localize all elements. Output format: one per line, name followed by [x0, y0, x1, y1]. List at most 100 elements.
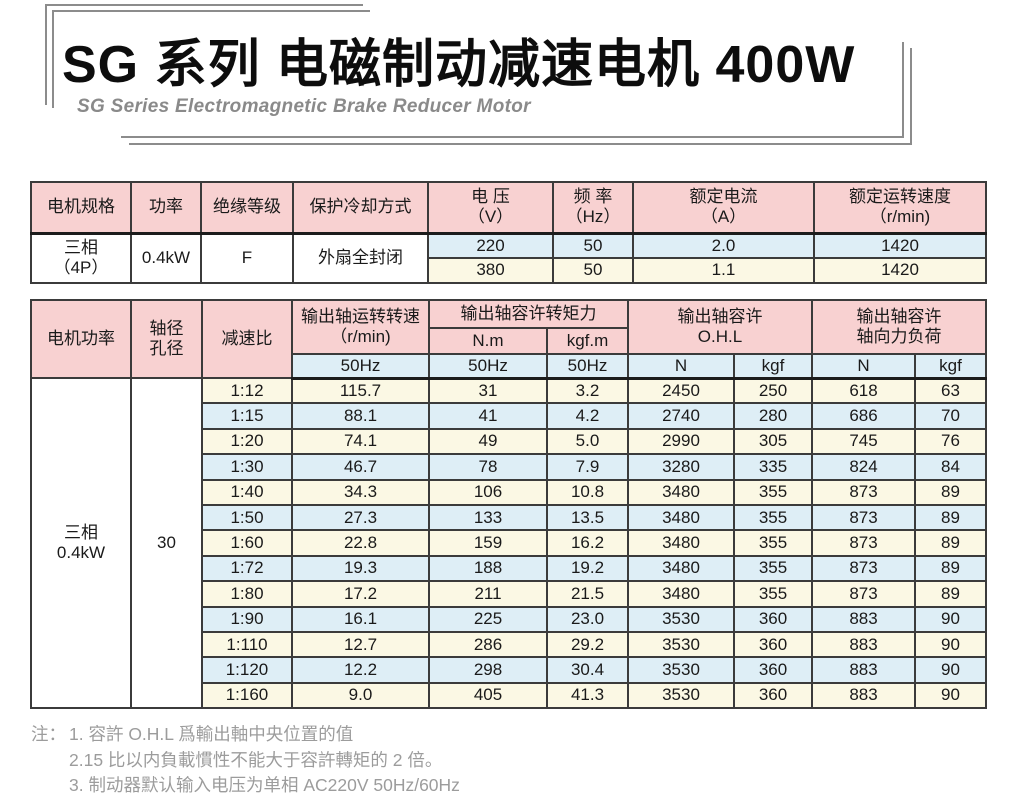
cell-axial-n: 883: [811, 656, 916, 684]
subheader-axial-n: N: [811, 353, 916, 380]
cell-axial-n: 883: [811, 605, 916, 633]
title-frame-line-inner-bottomright: [129, 48, 912, 145]
cell-ratio: 1:90: [201, 605, 293, 633]
cell-ratio: 1:40: [201, 478, 293, 506]
cell-axial-n: 883: [811, 630, 916, 659]
cell-ratio: 1:60: [201, 529, 293, 557]
cell-output-speed: 27.3: [291, 503, 430, 532]
spec-header-row: 电机规格 功率 绝缘等级 保护冷却方式 电 压（V） 频 率（Hz） 额定电流（…: [30, 181, 987, 235]
spec-row-380v: 380 50 1.1 1420: [31, 257, 987, 284]
cell-ohl-n: 2450: [627, 376, 735, 405]
perf-data-row: 1:80 17.2 211 21.5 3480 355 873 89: [31, 580, 987, 608]
subheader-nm-hz: 50Hz: [428, 353, 548, 380]
perf-header-row-2: N.m kgf.m: [31, 327, 986, 355]
cell-axial-kgf: 90: [914, 605, 987, 633]
cell-torque-kgfm: 19.2: [546, 554, 629, 583]
cell-axial-n: 873: [811, 503, 916, 532]
col-header-unit: （r/min): [330, 327, 391, 346]
cell-torque-nm: 159: [428, 529, 548, 557]
subheader-ohl-n: N: [627, 353, 735, 380]
cell-output-speed: 115.7: [291, 376, 430, 405]
cell-ohl-kgf: 355: [733, 503, 813, 532]
perf-header-row-1: 电机功率 轴径 孔径 减速比 输出轴运转转速 （r/min) 输出轴容许转矩力 输出…: [30, 299, 987, 379]
cell-ohl-kgf: 355: [733, 554, 813, 583]
cell-torque-nm: 188: [428, 554, 548, 583]
cell-rated-current: 1.1: [632, 257, 815, 284]
cell-axial-n: 745: [811, 427, 916, 456]
cell-ratio: 1:15: [201, 402, 293, 430]
notes-section: 注： 1. 容許 O.H.L 爲輸出軸中央位置的值 2.15 比以内負載慣性不能…: [31, 722, 1010, 799]
cell-output-speed: 12.2: [291, 656, 430, 684]
note-item: 1. 容許 O.H.L 爲輸出軸中央位置的值: [69, 724, 354, 745]
cell-power: 0.4kW: [130, 232, 202, 284]
cell-ratio: 1:30: [201, 453, 293, 481]
perf-header-row-3: 50Hz 50Hz 50Hz N kgf N kgf: [31, 353, 987, 380]
cell-torque-nm: 298: [428, 656, 548, 684]
cell-ratio: 1:80: [201, 580, 293, 608]
cell-torque-nm: 133: [428, 503, 548, 532]
cell-ohl-n: 3480: [627, 529, 735, 557]
col-header-voltage: 电 压（V）: [427, 181, 554, 235]
cell-motor-power: 三相 0.4kW: [30, 376, 132, 710]
title-frame-line-outer-topleft: [45, 4, 363, 105]
col-header-label: 绝缘等级: [213, 197, 281, 217]
cell-torque-kgfm: 29.2: [546, 630, 629, 659]
cell-torque-kgfm: 4.2: [546, 402, 629, 430]
col-header-reduction-ratio: 减速比: [201, 299, 293, 379]
cell-axial-n: 883: [811, 681, 916, 710]
motor-power-line2: 0.4kW: [56, 543, 106, 563]
cell-axial-kgf: 63: [914, 376, 987, 405]
cell-ohl-n: 3280: [627, 453, 735, 481]
col-header-motor-spec: 电机规格: [30, 181, 132, 235]
col-header-shaft-diameter: 轴径 孔径: [130, 299, 203, 379]
col-header-torque-kgfm: kgf.m: [546, 327, 629, 355]
col-header-label: 频 率: [573, 187, 613, 207]
cell-torque-nm: 78: [428, 453, 548, 481]
cell-torque-nm: 106: [428, 478, 548, 506]
cell-rated-speed: 1420: [813, 232, 987, 259]
perf-data-row: 1:90 16.1 225 23.0 3530 360 883 90: [31, 605, 987, 633]
col-header-insulation-class: 绝缘等级: [200, 181, 294, 235]
subheader-kgfm-hz: 50Hz: [546, 353, 629, 380]
col-header-label: 额定电流: [689, 187, 758, 207]
title-frame-line-outer-bottomright: [121, 42, 904, 138]
cell-shaft-diameter: 30: [130, 376, 203, 710]
col-header-protection-cooling: 保护冷却方式: [292, 181, 429, 235]
page-subtitle: SG Series Electromagnetic Brake Reducer …: [77, 96, 531, 117]
cell-axial-n: 873: [811, 554, 916, 583]
cell-axial-kgf: 76: [914, 427, 987, 456]
col-header-power: 功率: [130, 181, 202, 235]
cell-ohl-kgf: 355: [733, 580, 813, 608]
subheader-ohl-kgf: kgf: [733, 353, 813, 380]
subheader-speed-hz: 50Hz: [291, 353, 430, 380]
col-header-axial-group: 输出轴容许 轴向力负荷: [811, 299, 987, 355]
title-frame-line-inner-topleft: [52, 10, 370, 108]
cell-axial-n: 873: [811, 478, 916, 506]
col-header-unit: （Hz）: [565, 207, 621, 227]
cell-torque-nm: 41: [428, 402, 548, 430]
cell-ratio: 1:50: [201, 503, 293, 532]
cell-ohl-n: 2990: [627, 427, 735, 456]
perf-data-row: 1:72 19.3 188 19.2 3480 355 873 89: [31, 554, 987, 583]
cell-axial-kgf: 89: [914, 478, 987, 506]
col-header-label: O.H.L: [697, 327, 743, 346]
col-header-unit: （V）: [467, 207, 514, 227]
col-header-rated-current: 额定电流 （A）: [632, 181, 815, 235]
col-header-torque-nm: N.m: [428, 327, 548, 355]
cell-ohl-n: 3480: [627, 503, 735, 532]
col-header-label: 电 压: [471, 187, 510, 207]
col-header-label: 功率: [149, 197, 183, 217]
perf-table-body: 三相 0.4kW 30 1:12 115.7 31 3.2 2450 250 61…: [30, 376, 987, 710]
perf-data-row: 1:30 46.7 78 7.9 3280 335 824 84: [31, 453, 987, 481]
cell-axial-n: 618: [811, 376, 916, 405]
cell-frequency: 50: [552, 232, 634, 259]
col-header-label: 保护冷却方式: [309, 197, 412, 217]
cell-torque-nm: 49: [428, 427, 548, 456]
performance-table: 电机功率 轴径 孔径 减速比 输出轴运转转速 （r/min) 输出轴容许转矩力 输出…: [30, 299, 987, 710]
col-header-label: 轴向力负荷: [856, 327, 942, 346]
cell-torque-kgfm: 13.5: [546, 503, 629, 532]
cell-ohl-kgf: 360: [733, 630, 813, 659]
cell-ohl-n: 3480: [627, 478, 735, 506]
cell-ratio: 1:72: [201, 554, 293, 583]
perf-data-row: 1:15 88.1 41 4.2 2740 280 686 70: [31, 402, 987, 430]
